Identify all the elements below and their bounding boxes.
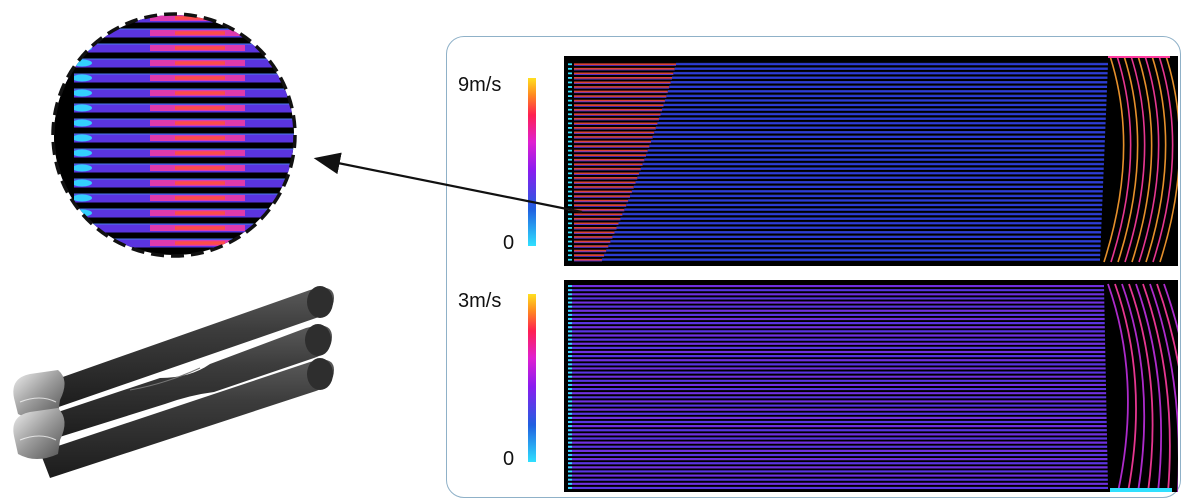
colorbar-velocity-top [528, 78, 536, 246]
colorbar-top-max-label: 9m/s [458, 74, 502, 96]
tube-3d-model [13, 286, 334, 478]
colorbar-bottom-max-label: 3m/s [458, 290, 502, 312]
magnification-arrow [313, 152, 583, 214]
magnified-inlet-view [51, 12, 297, 258]
colorbar-top-min-label: 0 [503, 232, 515, 254]
colorbar-velocity-bottom [528, 294, 536, 462]
colorbar-bottom-min-label: 0 [503, 448, 515, 470]
velocity-field-bottom [564, 280, 1178, 492]
panel-frame [446, 36, 1181, 498]
velocity-field-top [564, 56, 1178, 266]
